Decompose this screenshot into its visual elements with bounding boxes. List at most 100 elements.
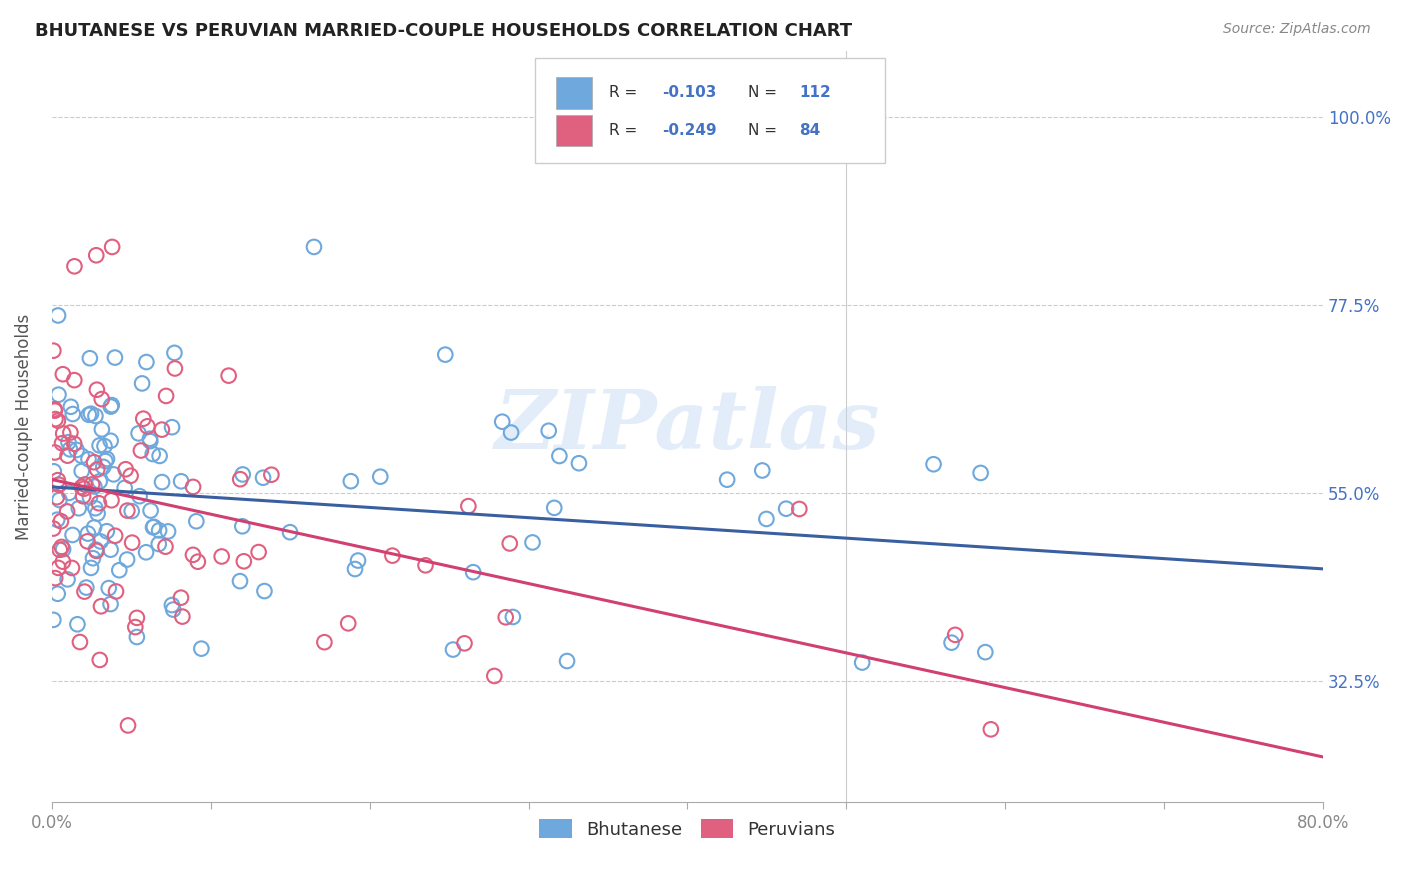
Point: [170, 591, 193, 605]
Point: [135, 355, 157, 369]
Point: [60, 561, 83, 575]
FancyBboxPatch shape: [557, 77, 592, 109]
Point: [253, 584, 276, 599]
Point: [851, 656, 873, 670]
Point: [46, 473, 69, 487]
Point: [347, 553, 370, 567]
Point: [434, 348, 457, 362]
Point: [96, 524, 118, 539]
Point: [97, 581, 120, 595]
Point: [105, 584, 128, 599]
Point: [48, 477, 70, 491]
Point: [52, 542, 75, 557]
Point: [83, 520, 105, 534]
Point: [128, 426, 150, 441]
Point: [44, 571, 66, 585]
Point: [42, 522, 65, 536]
Point: [84, 248, 107, 262]
Point: [49, 514, 72, 528]
Point: [89, 438, 111, 452]
Text: N =: N =: [748, 123, 778, 138]
Point: [108, 563, 131, 577]
Point: [48, 387, 70, 401]
Point: [155, 389, 177, 403]
Point: [980, 723, 1002, 737]
Point: [52, 555, 75, 569]
Point: [104, 529, 127, 543]
Point: [543, 500, 565, 515]
Point: [90, 534, 112, 549]
Point: [132, 411, 155, 425]
Point: [62, 528, 84, 542]
Point: [491, 415, 513, 429]
Point: [190, 641, 212, 656]
Point: [58, 435, 80, 450]
Point: [117, 718, 139, 732]
Point: [84, 501, 107, 516]
Text: 84: 84: [800, 123, 821, 138]
Point: [568, 456, 591, 470]
Point: [86, 462, 108, 476]
Point: [969, 466, 991, 480]
Point: [139, 503, 162, 517]
Point: [66, 617, 89, 632]
Point: [56, 449, 79, 463]
Point: [77, 526, 100, 541]
Point: [278, 525, 301, 540]
Point: [457, 499, 479, 513]
Point: [115, 552, 138, 566]
Point: [46, 309, 69, 323]
Point: [46, 513, 69, 527]
Point: [80, 477, 103, 491]
Point: [100, 434, 122, 448]
Point: [93, 439, 115, 453]
Point: [76, 534, 98, 549]
Point: [502, 610, 524, 624]
Point: [260, 467, 283, 482]
Point: [69, 635, 91, 649]
Point: [229, 472, 252, 486]
Point: [114, 481, 136, 495]
Point: [49, 542, 72, 557]
Point: [100, 493, 122, 508]
Point: [775, 501, 797, 516]
Point: [160, 420, 183, 434]
Point: [46, 561, 69, 575]
Point: [463, 565, 485, 579]
Point: [453, 636, 475, 650]
Point: [751, 463, 773, 477]
Point: [139, 434, 162, 449]
Text: N =: N =: [748, 86, 778, 100]
Point: [77, 408, 100, 422]
Point: [163, 361, 186, 376]
Point: [87, 496, 110, 510]
Point: [337, 616, 360, 631]
Point: [104, 351, 127, 365]
Point: [84, 409, 107, 423]
Point: [90, 599, 112, 614]
Point: [56, 504, 79, 518]
Text: -0.249: -0.249: [662, 123, 717, 138]
Point: [181, 480, 204, 494]
Point: [101, 240, 124, 254]
Point: [42, 464, 65, 478]
Point: [131, 376, 153, 391]
Point: [125, 630, 148, 644]
Point: [149, 449, 172, 463]
Text: R =: R =: [609, 86, 637, 100]
Text: R =: R =: [609, 123, 637, 138]
Text: BHUTANESE VS PERUVIAN MARRIED-COUPLE HOUSEHOLDS CORRELATION CHART: BHUTANESE VS PERUVIAN MARRIED-COUPLE HOU…: [35, 22, 852, 40]
Point: [59, 425, 82, 440]
Point: [302, 240, 325, 254]
Point: [415, 558, 437, 573]
Point: [58, 486, 80, 500]
Point: [163, 346, 186, 360]
Point: [63, 436, 86, 450]
Point: [252, 471, 274, 485]
FancyBboxPatch shape: [557, 114, 592, 146]
Point: [501, 425, 523, 440]
Point: [80, 561, 103, 575]
Point: [922, 457, 945, 471]
Point: [139, 432, 162, 446]
Point: [186, 514, 208, 528]
